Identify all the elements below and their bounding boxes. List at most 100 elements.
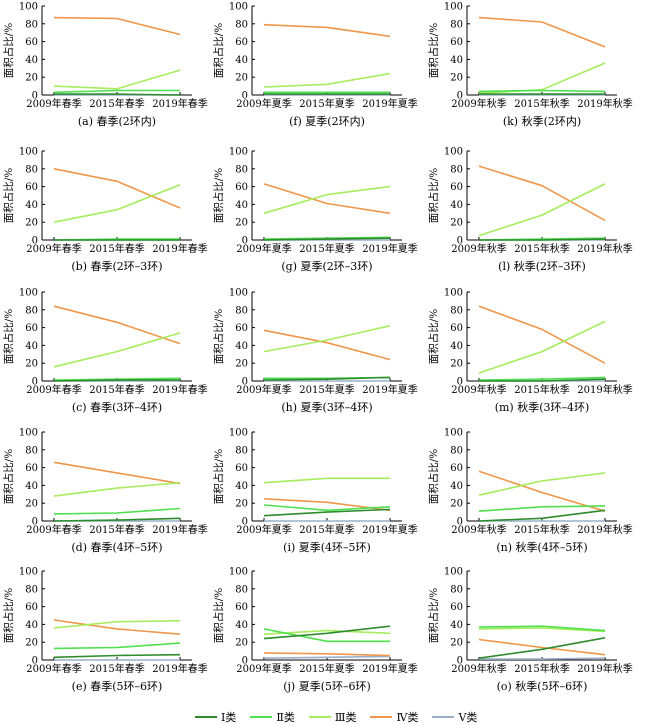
chart-4-ytick-label-4: 80 [235, 164, 248, 175]
chart-5-series-1 [479, 238, 606, 241]
chart-14-ytick-label-5: 100 [444, 567, 463, 578]
legend-swatch-class-3 [308, 716, 331, 718]
chart-4-series-1 [263, 237, 391, 241]
chart-7-series-1 [263, 376, 391, 381]
chart-5-ytick-label-4: 80 [450, 164, 463, 175]
chart-14-ytick-label-0: 0 [457, 656, 463, 667]
chart-12-series-4 [53, 619, 181, 635]
chart-2-xtick-label-0: 2009年秋季 [451, 97, 506, 110]
chart-3-series-3 [53, 184, 181, 223]
legend-item-class-3: Ⅲ类 [308, 709, 356, 725]
legend-label-class-5: Ⅴ类 [458, 711, 478, 724]
chart-4-xtick-label-0: 2009年夏季 [236, 242, 291, 255]
chart-3-ytick-label-5: 100 [19, 147, 38, 158]
chart-2-caption: (k) 秋季(2环内) [503, 114, 581, 128]
chart-4-ytick-label-0: 0 [242, 236, 248, 247]
chart-6-ytick-label-5: 100 [19, 288, 38, 299]
chart-7-xtick-label-0: 2009年夏季 [236, 383, 291, 396]
legend-swatch-class-1 [195, 716, 217, 718]
chart-2-ytick-label-1: 20 [450, 73, 463, 84]
chart-13-ytick-label-3: 60 [235, 602, 248, 613]
chart-11-ytick-label-4: 80 [450, 445, 463, 456]
chart-9-xtick-label-0: 2009年春季 [26, 523, 81, 536]
chart-4-ytick-label-3: 60 [235, 182, 248, 193]
chart-10-caption: (i) 夏季(4环–5环) [283, 541, 371, 554]
chart-11-series-4 [478, 470, 606, 512]
chart-1-ylabel: 面积占比/% [212, 23, 225, 79]
chart-3-xtick-label-1: 2015年春季 [89, 242, 144, 255]
chart-11-ytick-label-0: 0 [457, 517, 463, 528]
chart-4-ytick-label-1: 20 [235, 218, 248, 229]
chart-6-xtick-label-2: 2019年春季 [152, 383, 207, 396]
chart-7-ylabel: 面积占比/% [212, 309, 225, 365]
chart-1-xtick-label-1: 2015年夏季 [299, 97, 354, 110]
chart-7-ytick-label-5: 100 [229, 288, 248, 299]
chart-6-series-1 [53, 379, 180, 382]
chart-14-xtick-label-1: 2015年秋季 [514, 662, 569, 675]
chart-4-ytick-label-2: 40 [235, 200, 248, 211]
chart-8-ytick-label-0: 0 [457, 377, 463, 388]
chart-2-xtick-label-2: 2019年秋季 [577, 97, 632, 110]
chart-8-series-4 [478, 305, 606, 364]
chart-5-ytick-label-5: 100 [444, 147, 463, 158]
chart-10-series-1 [263, 508, 391, 517]
chart-8-series-2 [478, 376, 606, 381]
chart-5-xtick-label-2: 2019年秋季 [577, 242, 632, 255]
chart-10-series-3 [263, 477, 390, 484]
chart-7-ytick-label-4: 80 [235, 305, 248, 316]
chart-11-ylabel: 面积占比/% [427, 449, 440, 505]
chart-10-ytick-label-0: 0 [242, 517, 248, 528]
chart-0-ytick-label-3: 60 [25, 37, 38, 48]
chart-12-ytick-label-5: 100 [19, 567, 38, 578]
chart-9-series-1 [53, 517, 181, 522]
chart-2-series-3 [478, 62, 606, 94]
chart-12-series-1 [53, 653, 181, 659]
chart-6-xtick-label-0: 2009年春季 [26, 383, 81, 396]
chart-5-ytick-label-0: 0 [457, 236, 463, 247]
chart-1-xtick-label-0: 2009年夏季 [236, 97, 291, 110]
chart-14-xtick-label-2: 2019年秋季 [577, 662, 632, 675]
chart-6-ytick-label-1: 20 [25, 359, 38, 370]
chart-14-series-3 [478, 627, 606, 633]
legend-item-class-1: Ⅰ类 [195, 709, 236, 725]
chart-6-ytick-label-3: 60 [25, 323, 38, 334]
chart-11-ytick-label-1: 20 [450, 499, 463, 510]
chart-14-caption: (o) 秋季(5环–6环) [497, 679, 588, 693]
legend-item-class-2: Ⅱ类 [250, 709, 295, 725]
chart-14-series-1 [478, 637, 606, 659]
chart-12-ytick-label-3: 60 [25, 602, 38, 613]
chart-14-ytick-label-1: 20 [450, 638, 463, 649]
chart-12-ytick-label-1: 20 [25, 638, 38, 649]
chart-0-ytick-label-1: 20 [25, 73, 38, 84]
chart-0-xtick-label-0: 2009年春季 [26, 97, 81, 110]
chart-3-series-4 [53, 168, 181, 209]
chart-7-ytick-label-1: 20 [235, 359, 248, 370]
chart-13-ytick-label-2: 40 [235, 620, 248, 631]
chart-8-ytick-label-3: 60 [450, 323, 463, 334]
chart-11-xtick-label-2: 2019年秋季 [577, 523, 632, 536]
chart-10-xtick-label-2: 2019年夏季 [362, 523, 417, 536]
chart-12-ytick-label-4: 80 [25, 584, 38, 595]
chart-0-ytick-label-4: 80 [25, 19, 38, 30]
chart-0-xtick-label-2: 2019年春季 [152, 97, 207, 110]
legend-label-class-2: Ⅱ类 [276, 711, 295, 724]
chart-5-series-3 [478, 183, 606, 237]
chart-9-ylabel: 面积占比/% [2, 449, 15, 505]
chart-8-ytick-label-1: 20 [450, 359, 463, 370]
chart-7-series-4 [263, 329, 391, 361]
chart-3-ytick-label-1: 20 [25, 218, 38, 229]
chart-1-ytick-label-3: 60 [235, 37, 248, 48]
chart-4-series-2 [263, 236, 391, 240]
chart-0-caption: (a) 春季(2环内) [78, 114, 156, 128]
chart-12-series-3 [53, 620, 181, 629]
chart-14-series-5 [479, 657, 606, 660]
chart-11-xtick-label-0: 2009年秋季 [451, 523, 506, 536]
chart-2-ytick-label-5: 100 [444, 2, 463, 13]
chart-2-ylabel: 面积占比/% [427, 23, 440, 79]
chart-0-series-4 [53, 16, 181, 36]
chart-12-xtick-label-0: 2009年春季 [26, 662, 81, 675]
chart-1-xtick-label-2: 2019年夏季 [362, 97, 417, 110]
chart-13-ylabel: 面积占比/% [212, 588, 225, 644]
chart-12-caption: (e) 春季(5环–6环) [72, 680, 163, 693]
chart-9-caption: (d) 春季(4环–5环) [71, 541, 162, 554]
